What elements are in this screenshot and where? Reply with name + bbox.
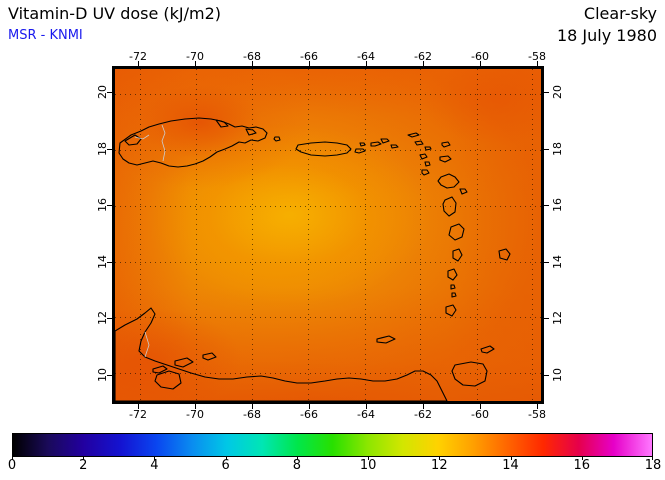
gridline-lon--66	[308, 69, 310, 401]
colorbar-label-6: 6	[221, 458, 230, 473]
x-tickmark-bottom-5	[423, 404, 424, 409]
x-tickmark-top-0	[138, 61, 139, 66]
y-tickmark-right-1	[544, 149, 549, 150]
colorbar-label-8: 8	[292, 458, 302, 473]
raster-layer-corner-shading	[115, 69, 541, 401]
coastline-overlay	[115, 117, 511, 401]
y-tickmark-right-0	[544, 92, 549, 93]
y-tickmark-left-1	[107, 149, 112, 150]
colorbar-label-4: 4	[150, 458, 159, 473]
gridline-lat-18	[115, 150, 541, 151]
colorbar-labels: 0 2 4 6 8 10 12 14 16 18	[8, 458, 661, 476]
x-tickmark-top-7	[537, 61, 538, 66]
colorbar-gradient	[13, 434, 652, 456]
x-tickmark-bottom-0	[138, 404, 139, 409]
colorbar-tick-14	[510, 456, 512, 460]
colorbar-tickmarks	[12, 456, 653, 460]
y-tickmark-right-3	[544, 262, 549, 263]
colorbar	[12, 433, 653, 457]
y-tickmark-left-2	[107, 205, 112, 206]
x-tickmark-top-1	[195, 61, 196, 66]
gridline-lon--58	[532, 69, 534, 401]
colorbar-tick-2	[83, 456, 85, 460]
y-tickmark-right-4	[544, 318, 549, 319]
y-tickmark-right-5	[544, 375, 549, 376]
colorbar-tick-18	[652, 456, 653, 460]
y-tick-right-5: 10	[551, 368, 564, 382]
x-tickmark-bottom-1	[195, 404, 196, 409]
x-tickmark-top-6	[480, 61, 481, 66]
gridline-lat-20	[115, 94, 541, 96]
x-tickmark-top-3	[309, 61, 310, 66]
colorbar-label-16: 16	[573, 458, 591, 473]
x-tickmark-top-4	[366, 61, 367, 66]
colorbar-tick-0	[12, 456, 13, 460]
y-tick-right-0: 20	[551, 85, 564, 99]
x-tickmark-top-2	[252, 61, 253, 66]
x-tick-bottom-2: -68	[243, 408, 261, 421]
x-tick-top-3: -66	[300, 50, 318, 63]
colorbar-label-0: 0	[7, 458, 17, 473]
gridline-lat-10	[115, 373, 541, 375]
gridline-lat-16	[115, 205, 541, 207]
x-tick-top-0: -72	[129, 50, 147, 63]
x-tick-top-7: -58	[528, 50, 546, 63]
gridline-lat-12	[115, 317, 541, 319]
colorbar-tick-4	[154, 456, 156, 460]
page-title: Vitamin-D UV dose (kJ/m2)	[8, 4, 222, 23]
x-tickmark-bottom-4	[366, 404, 367, 409]
gridline-lon--68	[252, 69, 254, 401]
x-tickmark-bottom-6	[480, 404, 481, 409]
y-tickmark-left-4	[107, 318, 112, 319]
colorbar-label-12: 12	[431, 458, 448, 473]
y-tickmark-left-0	[107, 92, 112, 93]
sky-condition-label: Clear-sky	[583, 4, 657, 23]
x-tick-bottom-6: -60	[471, 408, 489, 421]
y-tickmark-left-3	[107, 262, 112, 263]
y-tick-right-1: 18	[551, 142, 564, 156]
gridline-lat-14	[115, 261, 541, 263]
x-tick-bottom-7: -58	[528, 408, 546, 421]
colorbar-label-18: 18	[644, 458, 662, 473]
y-tick-right-2: 16	[551, 198, 564, 212]
x-tick-bottom-0: -72	[129, 408, 147, 421]
source-label: MSR - KNMI	[8, 28, 83, 43]
y-tick-right-3: 14	[551, 255, 564, 269]
colorbar-label-14: 14	[502, 458, 519, 473]
date-label: 18 July 1980	[556, 26, 657, 45]
y-tick-right-4: 12	[551, 311, 564, 325]
colorbar-label-2: 2	[79, 458, 88, 473]
colorbar-tick-10	[368, 456, 370, 460]
x-tick-top-2: -68	[243, 50, 261, 63]
x-tickmark-bottom-3	[309, 404, 310, 409]
gridline-lon--72	[140, 69, 142, 401]
x-tick-top-4: -64	[357, 50, 375, 63]
colorbar-tick-12	[439, 456, 441, 460]
x-tick-top-5: -62	[414, 50, 432, 63]
colorbar-tick-6	[225, 456, 227, 460]
x-tickmark-top-5	[423, 61, 424, 66]
x-tick-bottom-1: -70	[186, 408, 204, 421]
gridline-lon--62	[420, 69, 422, 401]
x-tick-bottom-5: -62	[414, 408, 432, 421]
colorbar-label-10: 10	[359, 458, 377, 473]
x-tickmark-bottom-7	[537, 404, 538, 409]
x-tick-bottom-4: -64	[357, 408, 375, 421]
colorbar-tick-16	[581, 456, 583, 460]
map-plot-area	[112, 66, 544, 404]
x-tick-top-6: -60	[471, 50, 489, 63]
colorbar-tick-8	[296, 456, 298, 460]
x-tick-bottom-3: -66	[300, 408, 318, 421]
x-tickmark-bottom-2	[252, 404, 253, 409]
gridline-lon--60	[476, 69, 478, 401]
y-tickmark-right-2	[544, 205, 549, 206]
gridline-lon--70	[196, 69, 198, 401]
gridline-lon--64	[364, 69, 366, 401]
uv-dose-raster	[115, 69, 541, 401]
y-tickmark-left-5	[107, 375, 112, 376]
x-tick-top-1: -70	[186, 50, 204, 63]
